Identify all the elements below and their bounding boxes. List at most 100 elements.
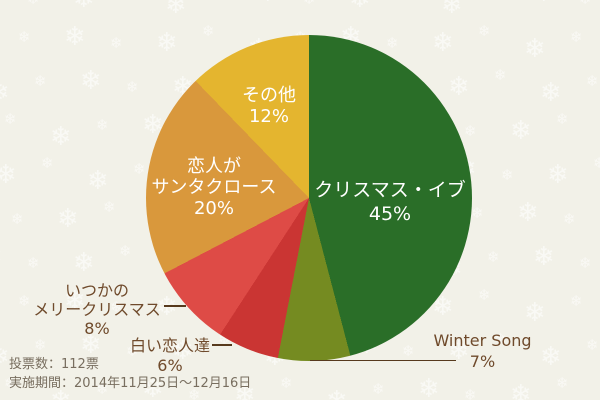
snowflake-icon: ❄ — [4, 374, 17, 392]
slice-label-text: 白い恋人達 — [129, 336, 210, 355]
slice-percent-text: 20% — [193, 198, 234, 219]
slice-label-text: Winter Song — [433, 331, 532, 350]
snowflake-icon: ❄ — [211, 0, 224, 1]
snowflake-icon: ❄ — [126, 342, 139, 360]
slice-label-text: その他 — [242, 85, 296, 106]
slice-percent-text: 8% — [84, 319, 110, 338]
snowflake-icon: ❄ — [133, 160, 146, 178]
snowflake-icon: ❄ — [432, 292, 454, 322]
snowflake-icon: ❄ — [110, 34, 123, 52]
leader-line-itsuka — [164, 305, 186, 307]
snowflake-icon: ❄ — [471, 204, 484, 222]
snowflake-icon: ❄ — [142, 374, 164, 400]
snowflake-icon: ❄ — [326, 388, 348, 400]
snowflake-icon: ❄ — [586, 336, 599, 354]
snowflake-icon: ❄ — [0, 160, 17, 190]
snowflake-icon: ❄ — [533, 242, 555, 272]
snowflake-icon: ❄ — [80, 66, 102, 96]
snowflake-icon: ❄ — [386, 34, 399, 52]
snowflake-icon: ❄ — [172, 336, 194, 366]
snowflake-icon: ❄ — [402, 342, 415, 360]
snowflake-icon: ❄ — [510, 380, 532, 400]
leader-line-shiroi — [212, 344, 232, 346]
snowflake-icon: ❄ — [487, 248, 500, 266]
snowflake-icon: ❄ — [517, 198, 539, 228]
slice-label-text: 恋人が — [187, 156, 241, 177]
snowflake-icon: ❄ — [563, 210, 576, 228]
snowflake-icon: ❄ — [165, 0, 187, 20]
snowflake-icon: ❄ — [501, 166, 514, 184]
snowflake-icon: ❄ — [18, 292, 31, 310]
snowflake-icon: ❄ — [441, 0, 463, 20]
snowflake-icon: ❄ — [156, 292, 178, 322]
snowflake-icon: ❄ — [119, 242, 132, 260]
snowflake-icon: ❄ — [80, 330, 102, 360]
snowflake-icon: ❄ — [547, 160, 569, 190]
snowflake-icon: ❄ — [303, 0, 316, 7]
snowflake-icon: ❄ — [540, 342, 562, 372]
snowflake-icon: ❄ — [142, 110, 164, 140]
slice-label-itsuka-no-merry-christmas: いつかの メリークリスマス 8% — [26, 281, 168, 338]
snowflake-icon: ❄ — [510, 116, 532, 146]
slice-label-text: メリークリスマス — [33, 300, 161, 319]
snowflake-icon: ❄ — [4, 110, 17, 128]
snowflake-icon: ❄ — [257, 0, 279, 6]
pie-chart — [146, 35, 472, 361]
snowflake-icon: ❄ — [586, 72, 599, 90]
slice-label-koibito-wa-santa-claus: 恋人が サンタクロース 20% — [134, 156, 294, 219]
slice-label-text: いつかの — [64, 281, 129, 300]
slice-percent-text: 7% — [469, 352, 496, 371]
snowflake-icon: ❄ — [57, 204, 79, 234]
snowflake-icon: ❄ — [349, 0, 371, 12]
leader-line-winter-song — [310, 360, 456, 361]
vote-count-text: 投票数：112票 — [9, 357, 99, 372]
snowflake-icon: ❄ — [464, 122, 477, 140]
slice-label-christmas-eve: クリスマス・イブ 45% — [300, 178, 480, 226]
snowflake-icon: ❄ — [432, 28, 454, 58]
slice-label-other: その他 12% — [209, 85, 329, 127]
snowflake-icon: ❄ — [0, 80, 10, 106]
snowflake-icon: ❄ — [0, 344, 10, 370]
snowflake-icon: ❄ — [418, 374, 440, 400]
snowflake-icon: ❄ — [372, 380, 385, 398]
snowflake-icon: ❄ — [570, 292, 583, 310]
snowflake-icon: ❄ — [524, 34, 546, 64]
snowflake-icon: ❄ — [73, 0, 95, 12]
snowflake-icon: ❄ — [494, 66, 507, 84]
snowflake-icon: ❄ — [73, 248, 95, 278]
snowflake-icon: ❄ — [579, 254, 592, 272]
snowflake-icon: ❄ — [0, 0, 3, 6]
snowflake-icon: ❄ — [202, 22, 215, 40]
snowflake-icon: ❄ — [478, 286, 491, 304]
snowflake-icon: ❄ — [556, 110, 569, 128]
snowflake-icon: ❄ — [34, 72, 47, 90]
slice-percent-text: 12% — [248, 106, 289, 127]
snowflake-icon: ❄ — [478, 22, 491, 40]
snowflake-icon: ❄ — [556, 374, 569, 392]
snowflake-icon: ❄ — [126, 78, 139, 96]
slice-label-winter-song: Winter Song 7% — [400, 330, 565, 372]
snowflake-icon: ❄ — [579, 0, 592, 7]
snowflake-icon: ❄ — [34, 336, 47, 354]
snowflake-icon: ❄ — [593, 154, 600, 172]
slice-label-text: クリスマス・イブ — [314, 179, 466, 201]
snowflake-icon: ❄ — [18, 28, 31, 46]
slice-percent-text: 45% — [368, 203, 412, 225]
snowflake-icon: ❄ — [533, 0, 555, 6]
snowflake-icon: ❄ — [96, 380, 109, 398]
snowflake-icon: ❄ — [487, 0, 500, 1]
snowflake-icon: ❄ — [234, 380, 256, 400]
snowflake-icon: ❄ — [494, 330, 507, 348]
snowflake-icon: ❄ — [464, 386, 477, 400]
snowflake-icon: ❄ — [448, 72, 470, 102]
slice-label-text: サンタクロース — [151, 177, 277, 198]
snowflake-icon: ❄ — [50, 388, 72, 400]
snowflake-icon: ❄ — [41, 154, 54, 172]
snowflake-icon: ❄ — [11, 210, 24, 228]
snowflake-icon: ❄ — [0, 244, 3, 270]
snowflake-icon: ❄ — [188, 386, 201, 400]
snowflake-icon: ❄ — [64, 22, 86, 52]
snowflake-icon: ❄ — [570, 28, 583, 46]
snowflake-icon: ❄ — [156, 28, 178, 58]
